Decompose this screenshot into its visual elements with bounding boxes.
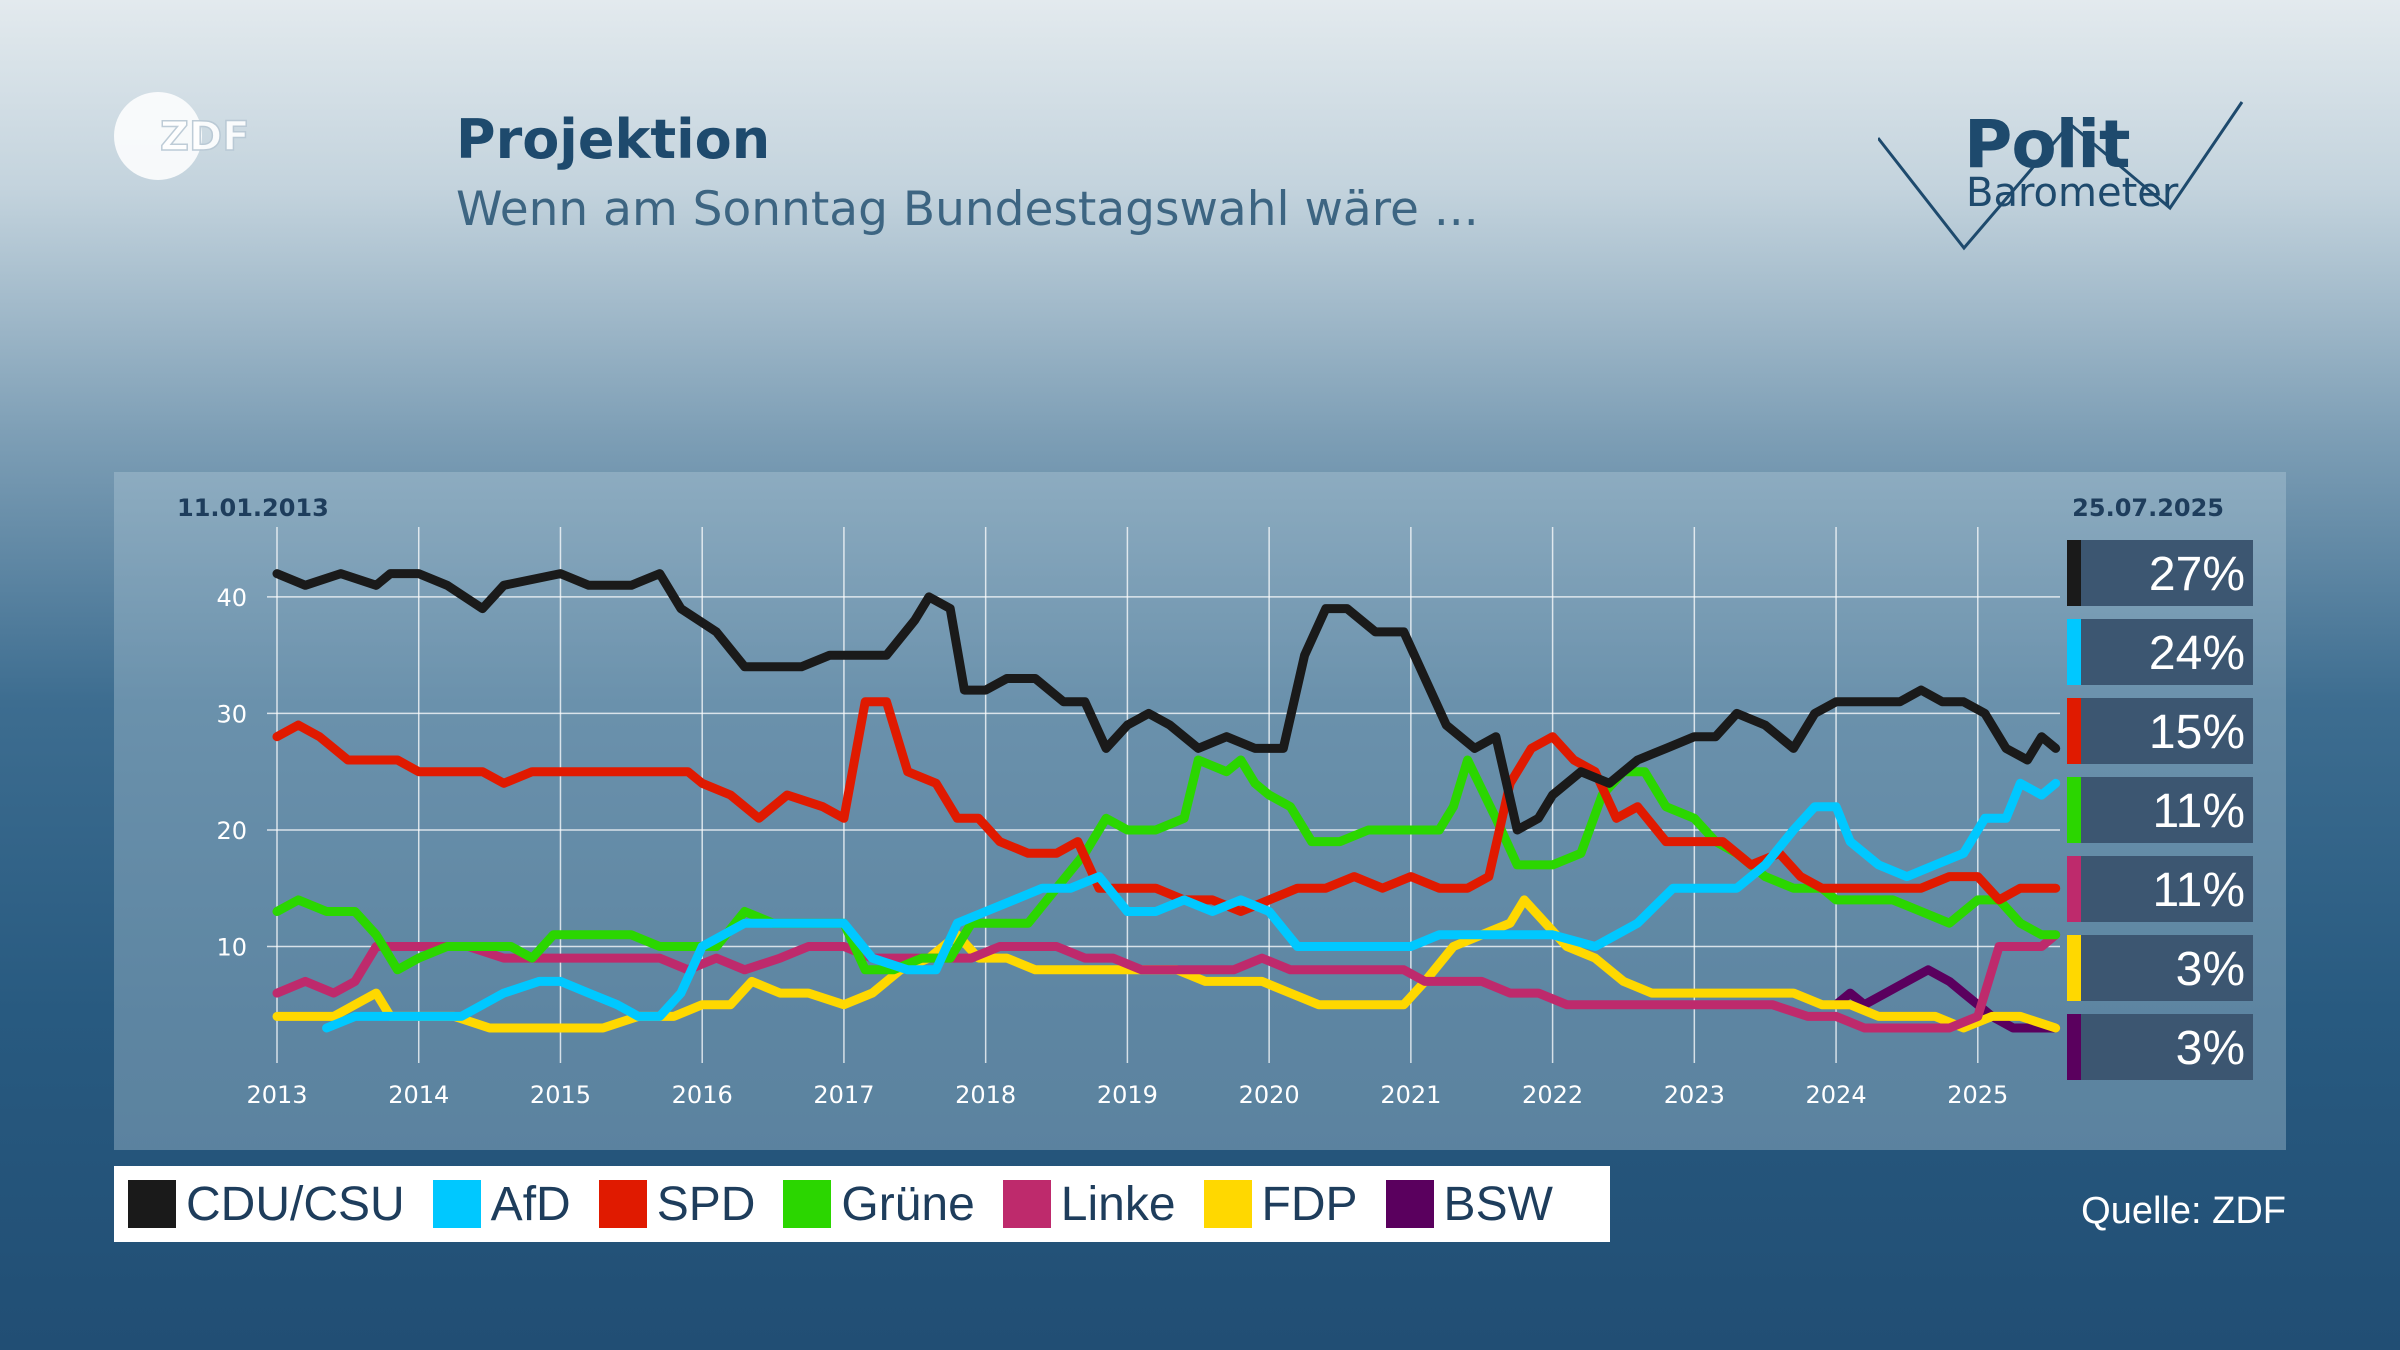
x-tick-label: 2023 xyxy=(1664,1081,1725,1109)
legend-label: CDU/CSU xyxy=(186,1177,405,1231)
legend-swatch xyxy=(1203,1180,1252,1228)
x-tick-label: 2017 xyxy=(813,1081,874,1109)
y-tick-label: 10 xyxy=(216,933,247,961)
chart-panel: 2013 2014 2015 2016 2017 2018 2019 2020 2021 2022… xyxy=(114,472,2286,1150)
zdf-logo: ZDF xyxy=(114,90,284,182)
series-line-bsw xyxy=(1831,965,2061,1033)
end-value-color-bar xyxy=(2067,698,2081,764)
x-tick-label: 2015 xyxy=(530,1081,591,1109)
end-value-box xyxy=(2067,540,2253,606)
end-value-box xyxy=(2067,935,2253,1001)
page-title: Projektion xyxy=(456,108,771,171)
legend: CDU/CSU AfD SPD Grüne Linke FDP BSW xyxy=(114,1166,1610,1242)
end-value-label: 11% xyxy=(2152,785,2245,838)
end-value-label: 27% xyxy=(2149,548,2245,601)
end-value-box xyxy=(2067,619,2253,685)
series-line-afd xyxy=(322,778,2061,1033)
legend-item: CDU/CSU xyxy=(128,1177,405,1232)
logo-barometer: Barometer xyxy=(1966,170,2179,216)
legend-swatch xyxy=(1002,1180,1051,1228)
end-value-box xyxy=(2067,1014,2253,1080)
series-line-fdp xyxy=(272,895,2061,1033)
x-tick-label: 2016 xyxy=(672,1081,733,1109)
y-tick-label: 40 xyxy=(216,584,247,612)
legend-item: Grüne xyxy=(783,1177,975,1232)
logo-polit: Polit xyxy=(1964,106,2131,183)
end-value-color-bar xyxy=(2067,540,2081,606)
legend-label: FDP xyxy=(1261,1177,1358,1231)
zdf-logo-circle xyxy=(114,92,202,180)
legend-item: FDP xyxy=(1203,1177,1358,1232)
end-value-label: 3% xyxy=(2176,1022,2245,1075)
x-tick-label: 2020 xyxy=(1239,1081,1300,1109)
y-tick-label: 20 xyxy=(216,817,247,845)
logo-zigzag xyxy=(1878,101,2244,251)
x-tick-label: 2021 xyxy=(1380,1081,1441,1109)
legend-item: BSW xyxy=(1385,1177,1553,1232)
legend-swatch xyxy=(598,1180,647,1228)
x-tick-label: 2013 xyxy=(246,1081,307,1109)
legend-label: BSW xyxy=(1443,1177,1553,1231)
legend-label: AfD xyxy=(490,1177,571,1231)
x-tick-label: 2025 xyxy=(1947,1081,2008,1109)
end-date-label: 25.07.2025 xyxy=(2072,494,2224,522)
politbarometer-logo: Polit Barometer xyxy=(1878,94,2248,264)
end-value-color-bar xyxy=(2067,856,2081,922)
legend-item: AfD xyxy=(432,1177,571,1232)
legend-item: Linke xyxy=(1002,1177,1176,1232)
x-tick-label: 2022 xyxy=(1522,1081,1583,1109)
end-value-color-bar xyxy=(2067,935,2081,1001)
line-chart: 2013 2014 2015 2016 2017 2018 2019 2020 2021 2022… xyxy=(177,494,2253,1109)
legend-item: SPD xyxy=(598,1177,756,1232)
legend-swatch xyxy=(1385,1180,1434,1228)
series-line-cdu-csu xyxy=(272,569,2061,835)
x-tick-label: 2014 xyxy=(388,1081,449,1109)
end-value-label: 3% xyxy=(2176,943,2245,996)
legend-label: Linke xyxy=(1060,1177,1176,1231)
series-line-linke xyxy=(272,930,2061,1033)
x-tick-label: 2018 xyxy=(955,1081,1016,1109)
end-value-label: 11% xyxy=(2152,864,2245,917)
legend-label: Grüne xyxy=(841,1177,975,1231)
legend-label: SPD xyxy=(656,1177,756,1231)
end-value-box xyxy=(2067,856,2253,922)
legend-swatch xyxy=(432,1180,481,1228)
end-value-color-bar xyxy=(2067,777,2081,843)
legend-swatch xyxy=(783,1180,832,1228)
series-line-spd xyxy=(272,697,2061,916)
zdf-logo-text: ZDF xyxy=(160,114,250,160)
end-value-label: 15% xyxy=(2149,706,2245,759)
end-value-label: 24% xyxy=(2149,627,2245,680)
page-subtitle: Wenn am Sonntag Bundestagswahl wäre ... xyxy=(456,182,1479,237)
source-label: Quelle: ZDF xyxy=(2081,1190,2286,1232)
end-value-box xyxy=(2067,777,2253,843)
legend-swatch xyxy=(128,1180,176,1228)
end-value-box xyxy=(2067,698,2253,764)
x-tick-label: 2024 xyxy=(1806,1081,1867,1109)
start-date-label: 11.01.2013 xyxy=(177,494,329,522)
end-value-color-bar xyxy=(2067,1014,2081,1080)
y-tick-label: 30 xyxy=(216,700,247,728)
x-tick-label: 2019 xyxy=(1097,1081,1158,1109)
end-value-color-bar xyxy=(2067,619,2081,685)
